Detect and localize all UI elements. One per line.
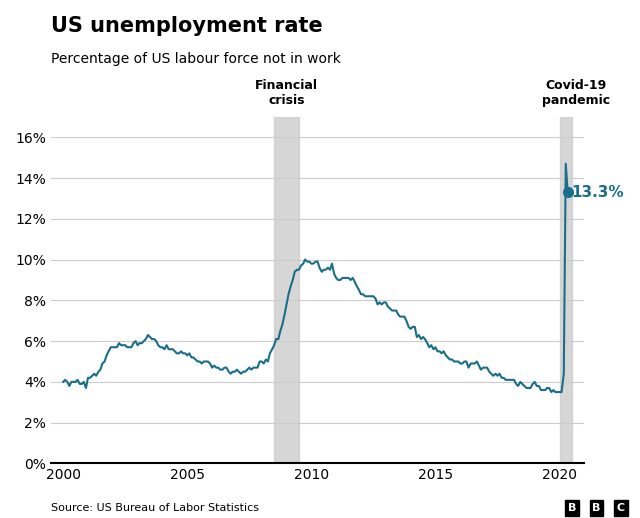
Bar	[559, 117, 572, 464]
Text: B: B	[568, 503, 577, 513]
Bar	[274, 117, 299, 464]
Text: C: C	[617, 503, 625, 513]
Text: Percentage of US labour force not in work: Percentage of US labour force not in wor…	[51, 52, 341, 66]
Text: US unemployment rate: US unemployment rate	[51, 16, 323, 36]
Text: Financial
crisis: Financial crisis	[255, 79, 318, 107]
Text: B: B	[592, 503, 601, 513]
Text: 13.3%: 13.3%	[572, 185, 624, 200]
Text: Source: US Bureau of Labor Statistics: Source: US Bureau of Labor Statistics	[51, 503, 259, 513]
Text: Covid-19
pandemic: Covid-19 pandemic	[541, 79, 610, 107]
